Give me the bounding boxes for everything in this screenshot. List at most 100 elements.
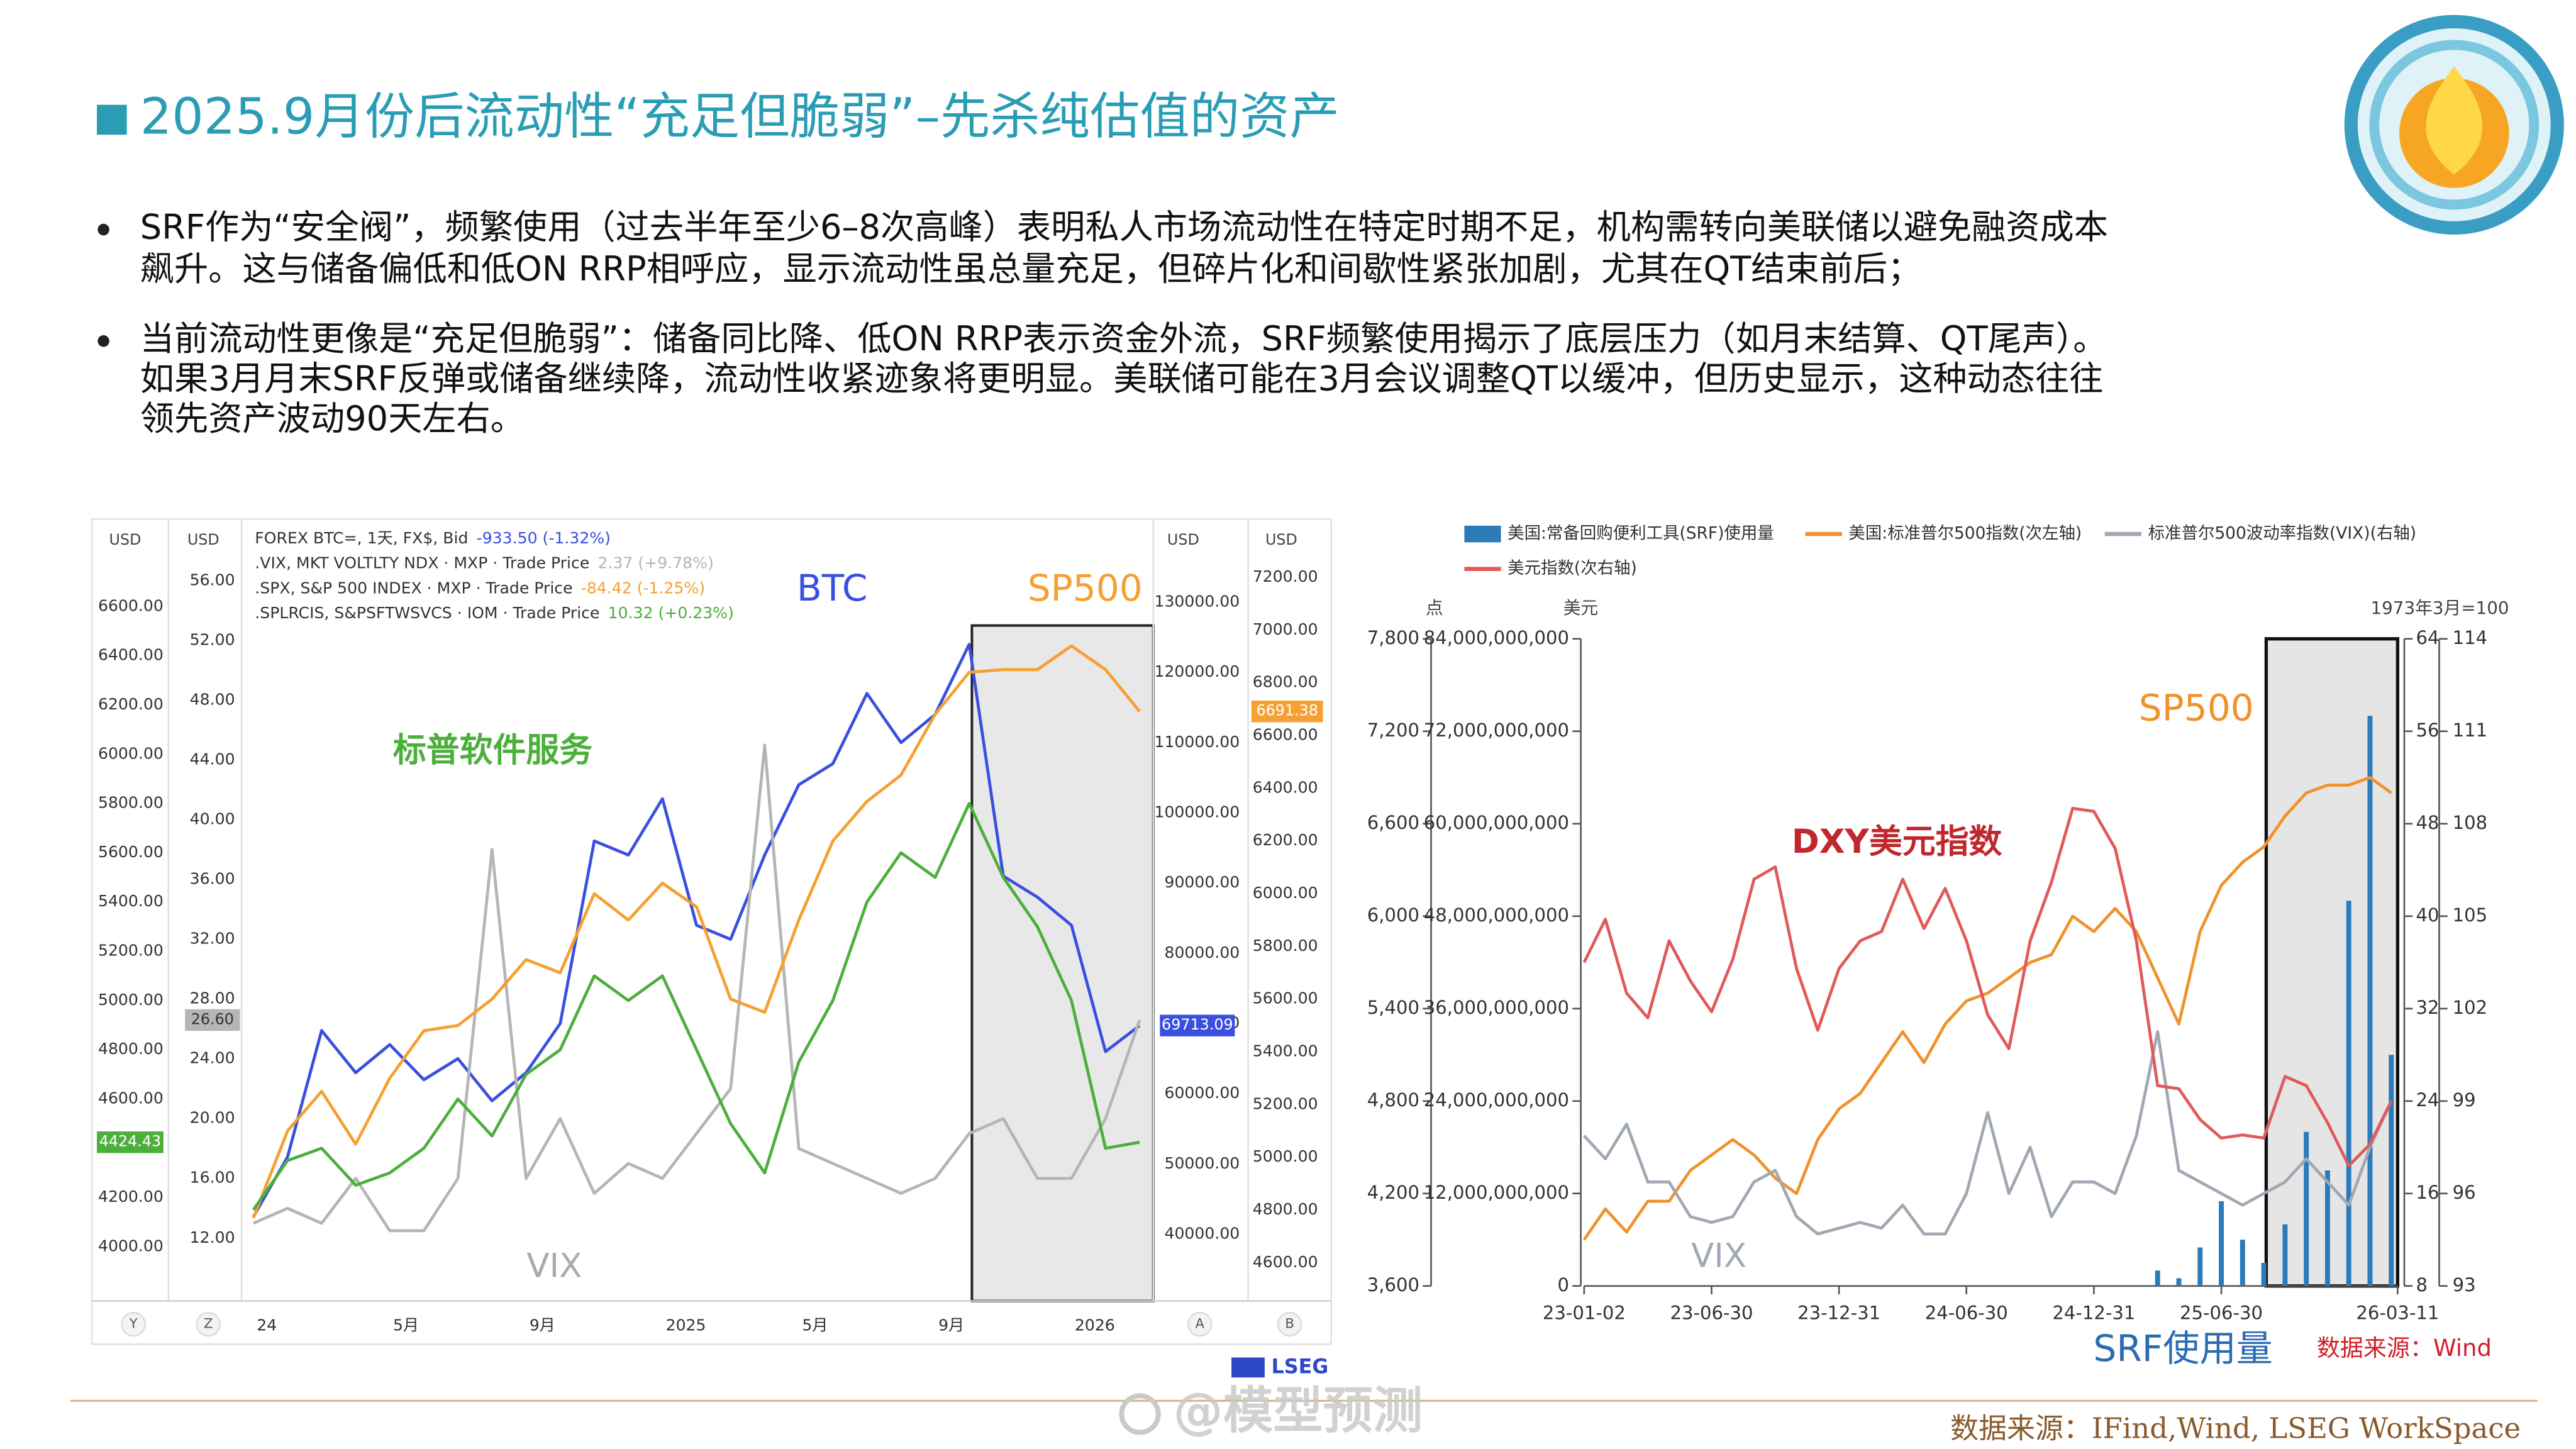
watermark: @模型预测 bbox=[1173, 1381, 1423, 1440]
y-tick-label: 5,400 bbox=[1367, 997, 1419, 1018]
y-tick-label: 16 bbox=[2416, 1182, 2439, 1203]
annotation: BTC bbox=[797, 567, 868, 609]
y-tick-label: 8 bbox=[2416, 1274, 2428, 1296]
axis-title: USD bbox=[187, 531, 219, 548]
legend-change: -933.50 (-1.32%) bbox=[477, 529, 611, 547]
y-tick-label: 114 bbox=[2453, 627, 2488, 648]
y-tick-label: 6,000 bbox=[1367, 904, 1419, 926]
y-tick-label: 4200.00 bbox=[98, 1187, 164, 1206]
value-badge bbox=[185, 1009, 240, 1031]
annotation: VIX bbox=[1691, 1236, 1746, 1275]
legend-change: 10.32 (+0.23%) bbox=[608, 604, 734, 622]
legend-entry: 美元指数(次右轴) bbox=[1507, 558, 1637, 578]
y-tick-label: 4000.00 bbox=[98, 1236, 164, 1255]
y-tick-label: 6200.00 bbox=[1253, 831, 1318, 849]
bar bbox=[2282, 1224, 2288, 1286]
y-tick-label: 32.00 bbox=[190, 930, 235, 948]
y-tick-label: 120000.00 bbox=[1154, 662, 1240, 680]
axis-title: 点 bbox=[1426, 597, 1443, 618]
axis-title: 1973年3月=100 bbox=[2370, 597, 2509, 618]
y-tick-label: 6600.00 bbox=[1253, 726, 1318, 744]
bar bbox=[2219, 1201, 2224, 1286]
chart-button bbox=[1187, 1311, 1213, 1337]
legend-swatch bbox=[1464, 525, 1501, 543]
y-tick-label: 50000.00 bbox=[1164, 1154, 1240, 1172]
y-tick-label: 5600.00 bbox=[1253, 989, 1318, 1008]
y-tick-label: 7,200 bbox=[1367, 719, 1419, 741]
y-tick-label: 6200.00 bbox=[98, 695, 164, 713]
y-tick-label: 48,000,000,000 bbox=[1424, 904, 1569, 926]
line-series bbox=[252, 643, 1141, 1218]
title-square bbox=[97, 104, 127, 135]
legend-entry: 美国:常备回购便利工具(SRF)使用量 bbox=[1507, 524, 1774, 543]
y-tick-label: 99 bbox=[2453, 1089, 2476, 1111]
x-tick-label: 24 bbox=[257, 1316, 277, 1334]
bar bbox=[2197, 1247, 2203, 1286]
y-tick-label: 108 bbox=[2453, 812, 2488, 833]
y-tick-label: 4600.00 bbox=[98, 1089, 164, 1107]
x-tick-label: 9月 bbox=[938, 1316, 964, 1334]
bullet-text: 飙升。这与储备偏低和低ON RRP相呼应，显示流动性虽总量充足，但碎片化和间歇性… bbox=[140, 249, 1922, 289]
y-tick-label: 105 bbox=[2453, 904, 2488, 926]
watermark-icon bbox=[1119, 1393, 1161, 1435]
y-tick-label: 5400.00 bbox=[1253, 1041, 1318, 1060]
y-tick-label: 72,000,000,000 bbox=[1424, 719, 1569, 741]
y-tick-label: 6600.00 bbox=[98, 596, 164, 614]
y-tick-label: 6000.00 bbox=[1253, 884, 1318, 902]
legend-entry: 美国:标准普尔500指数(次左轴) bbox=[1848, 524, 2082, 543]
logo-flame bbox=[2426, 66, 2483, 175]
y-tick-label: 24.00 bbox=[190, 1049, 235, 1067]
bar bbox=[2176, 1278, 2182, 1286]
chart-button-label: A bbox=[1196, 1316, 1205, 1331]
chart-button bbox=[121, 1311, 147, 1337]
bullet-dot bbox=[97, 335, 109, 347]
highlight-box bbox=[970, 624, 1155, 1302]
legend-entry: .SPX, S&P 500 INDEX · MXP · Trade Price bbox=[255, 579, 572, 597]
x-tick-label: 25-06-30 bbox=[2180, 1302, 2263, 1324]
axis-title: USD bbox=[1167, 531, 1199, 548]
legend-change: -84.42 (-1.25%) bbox=[581, 579, 705, 597]
y-tick-label: 5400.00 bbox=[98, 892, 164, 910]
y-tick-label: 90000.00 bbox=[1164, 873, 1240, 891]
y-tick-label: 40.00 bbox=[190, 810, 235, 828]
y-tick-label: 4800.00 bbox=[1253, 1200, 1318, 1218]
y-tick-label: 56.00 bbox=[190, 570, 235, 589]
x-tick-label: 2026 bbox=[1075, 1316, 1115, 1334]
bullet-text: 如果3月月末SRF反弹或储备继续降，流动性收紧迹象将更明显。美联储可能在3月会议… bbox=[140, 358, 2104, 398]
y-tick-label: 5200.00 bbox=[98, 941, 164, 960]
line-series bbox=[1582, 775, 2392, 1241]
value-badge bbox=[1251, 701, 1323, 723]
y-tick-label: 5600.00 bbox=[98, 843, 164, 861]
x-tick-label: 5月 bbox=[393, 1316, 419, 1334]
y-tick-label: 6,600 bbox=[1367, 812, 1419, 833]
y-tick-label: 36,000,000,000 bbox=[1424, 997, 1569, 1018]
y-tick-label: 6400.00 bbox=[98, 646, 164, 664]
provider-icon bbox=[1231, 1357, 1265, 1378]
x-tick-label: 24-12-31 bbox=[2052, 1302, 2135, 1324]
source-note: 数据来源：IFind,Wind, LSEG WorkSpace bbox=[1950, 1411, 2521, 1445]
y-tick-label: 3,600 bbox=[1367, 1274, 1419, 1296]
y-tick-label: 4800.00 bbox=[98, 1040, 164, 1058]
y-tick-label: 96 bbox=[2453, 1182, 2476, 1203]
value-badge-label: 69713.09 bbox=[1162, 1016, 1233, 1033]
annotation: VIX bbox=[526, 1246, 582, 1285]
bar bbox=[2261, 1263, 2267, 1286]
value-badge bbox=[97, 1131, 164, 1153]
legend-entry: .SPLRCIS, S&PSFTWSVCS · IOM · Trade Pric… bbox=[255, 604, 599, 622]
legend-entry: FOREX BTC=, 1天, FX$, Bid bbox=[255, 529, 468, 547]
y-tick-label: 24,000,000,000 bbox=[1424, 1089, 1569, 1111]
bullet-text: 领先资产波动90天左右。 bbox=[140, 399, 525, 438]
y-tick-label: 84,000,000,000 bbox=[1424, 627, 1569, 648]
y-tick-label: 60,000,000,000 bbox=[1424, 812, 1569, 833]
y-tick-label: 28.00 bbox=[190, 989, 235, 1008]
annotation: 标普软件服务 bbox=[393, 731, 592, 769]
x-tick-label: 5月 bbox=[802, 1316, 828, 1334]
provider-logo: LSEG bbox=[1272, 1355, 1329, 1378]
y-tick-label: 93 bbox=[2453, 1274, 2476, 1296]
y-tick-label: 40000.00 bbox=[1164, 1224, 1240, 1242]
y-tick-label: 80000.00 bbox=[1164, 943, 1240, 962]
y-tick-label: 6000.00 bbox=[98, 744, 164, 762]
value-badge-label: 26.60 bbox=[191, 1010, 234, 1028]
bar bbox=[2324, 1170, 2330, 1286]
